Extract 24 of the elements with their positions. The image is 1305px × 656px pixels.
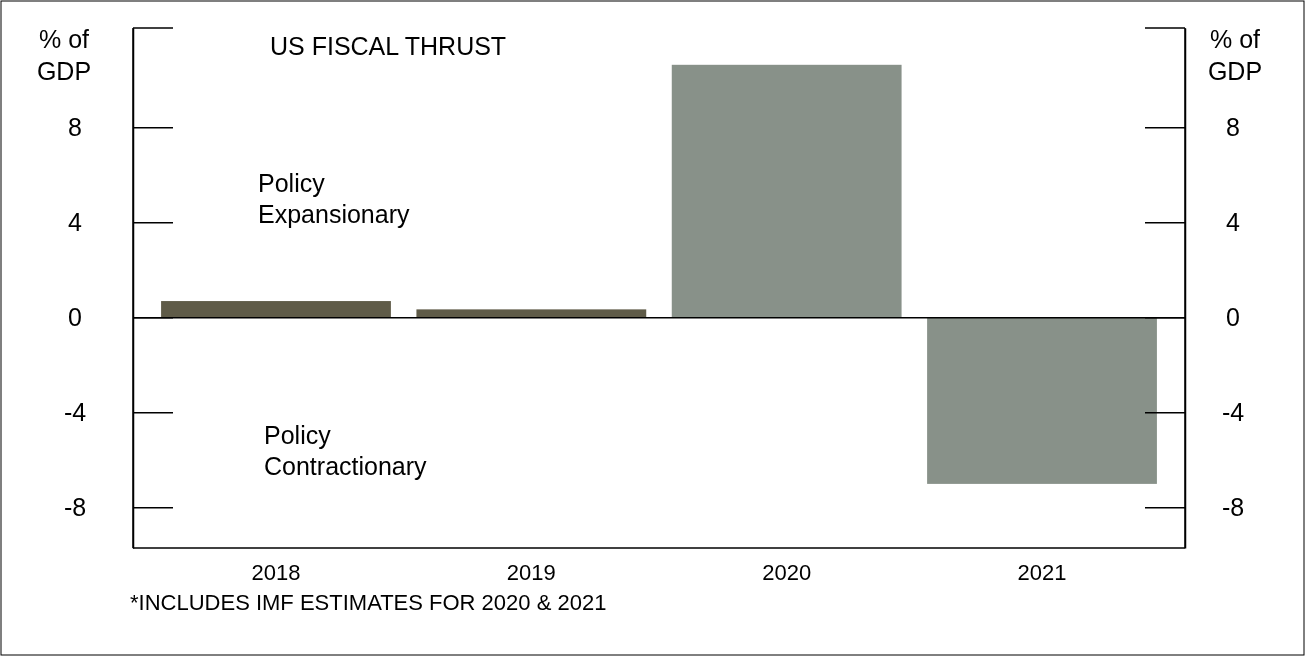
y2-axis-title: % of GDP: [1207, 25, 1263, 85]
y-tick-label: -8: [63, 493, 87, 522]
y2-tick-label: 4: [1226, 208, 1241, 237]
annotation: Policy Expansionary: [258, 169, 410, 229]
y-tick-label: -4: [63, 398, 87, 427]
y2-tick-label: -8: [1221, 493, 1245, 522]
text: *INCLUDES IMF ESTIMATES FOR 2020 & 2021: [130, 590, 607, 615]
y2-tick-label: 0: [1226, 303, 1240, 332]
y2-tick-label: 8: [1226, 113, 1240, 142]
y2-tick-label: -4: [1221, 398, 1245, 427]
y-tick-label: 4: [68, 208, 83, 237]
x-tick-label: 2018: [251, 560, 301, 585]
x-tick-label: 2020: [762, 560, 812, 585]
bar: [161, 301, 391, 318]
y-axis-title: % of GDP: [36, 25, 92, 85]
annotation: Policy Contractionary: [264, 421, 428, 481]
x-tick-label: 2021: [1017, 560, 1067, 585]
chart-title: US FISCAL THRUST: [270, 32, 507, 60]
y-tick-label: 8: [68, 113, 82, 142]
x-tick-label: 2019: [506, 560, 556, 585]
bar: [671, 64, 902, 318]
bar: [927, 317, 1157, 484]
bar: [416, 309, 647, 318]
y-tick-label: 0: [68, 303, 82, 332]
